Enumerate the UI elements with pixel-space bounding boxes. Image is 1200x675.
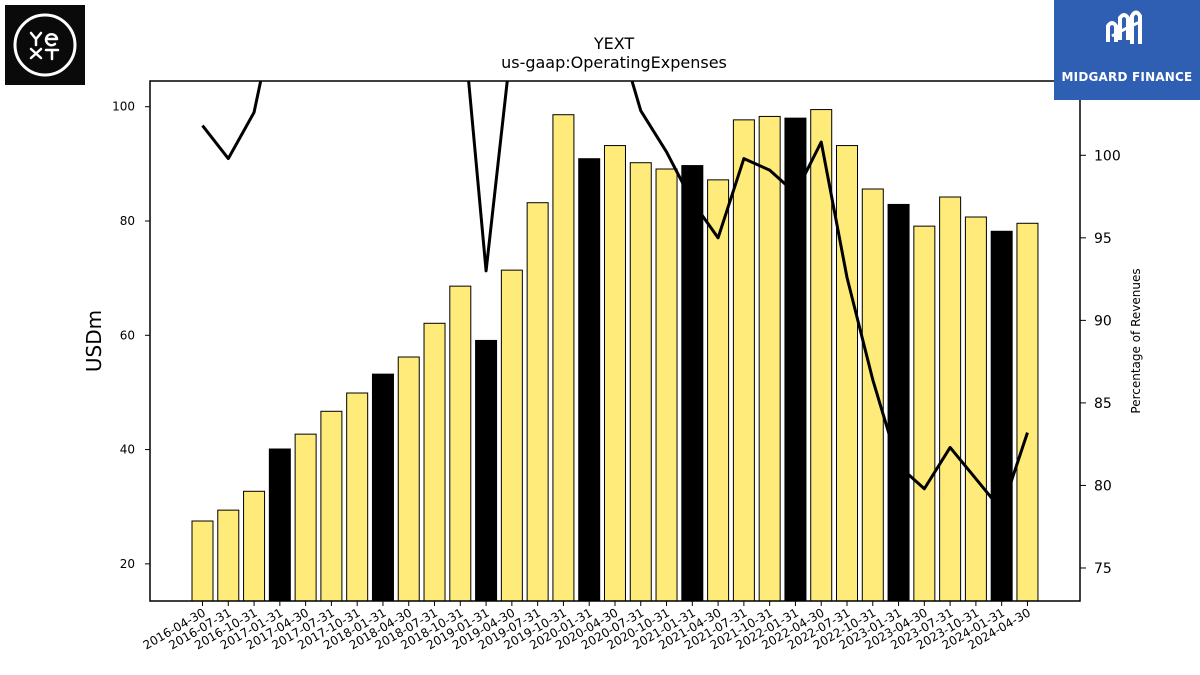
- bar: [887, 203, 910, 601]
- ratio-line: [201, 81, 1029, 512]
- bar: [475, 339, 498, 601]
- bar: [320, 410, 343, 601]
- bar: [681, 165, 704, 601]
- chart-subtitle: us-gaap:OperatingExpenses: [501, 53, 727, 72]
- bar: [371, 373, 394, 601]
- y-tick-label: 20: [120, 557, 135, 571]
- y2-tick-label: 100: [1094, 148, 1121, 164]
- y2-tick-label: 85: [1094, 396, 1112, 412]
- bar: [758, 115, 781, 601]
- bar: [629, 162, 652, 601]
- y2-tick-label: 75: [1094, 561, 1112, 577]
- midgard-finance-logo: MIDGARD FINANCE: [1054, 0, 1200, 100]
- y-axis-label: USDm: [82, 310, 106, 372]
- brand-name: MIDGARD FINANCE: [1061, 70, 1193, 84]
- y-axis-left: 20 40 60 80 100: [112, 100, 150, 571]
- yext-logo-icon: [13, 13, 77, 77]
- y-tick-label: 60: [120, 328, 135, 342]
- bar: [655, 168, 678, 601]
- bar: [449, 285, 472, 601]
- bar: [526, 202, 549, 601]
- x-axis: 2016-04-302016-07-312016-10-312017-01-31…: [141, 601, 1033, 652]
- bar-series: [191, 109, 1039, 601]
- midgard-logo-icon: [1106, 10, 1142, 44]
- bar: [217, 509, 240, 601]
- bar: [990, 230, 1013, 601]
- bar: [578, 158, 601, 601]
- bar: [1016, 222, 1039, 601]
- bar: [423, 322, 446, 601]
- bar: [964, 216, 987, 601]
- chart-title: YEXT: [593, 34, 635, 53]
- bar: [732, 119, 755, 601]
- bar: [913, 225, 936, 601]
- bar: [243, 490, 266, 601]
- bar: [836, 145, 858, 601]
- y2-tick-label: 80: [1094, 478, 1112, 494]
- bar: [552, 114, 575, 601]
- y-tick-label: 80: [120, 214, 135, 228]
- bar: [191, 520, 214, 601]
- bar: [294, 433, 317, 601]
- y-tick-label: 40: [120, 443, 135, 457]
- yext-logo: [5, 5, 85, 85]
- y2-tick-label: 90: [1094, 313, 1112, 329]
- y-tick-label: 100: [112, 100, 135, 114]
- bar: [397, 356, 420, 601]
- y2-axis-label: Percentage of Revenues: [1129, 268, 1143, 413]
- bar: [861, 188, 884, 601]
- y2-tick-label: 95: [1094, 231, 1112, 247]
- bar: [603, 145, 626, 601]
- bar: [268, 448, 291, 601]
- bar: [939, 196, 962, 601]
- bar: [707, 179, 730, 601]
- bar: [346, 392, 369, 601]
- bar: [500, 269, 523, 601]
- y-axis-right: 75 80 85 90 95 100: [1080, 148, 1121, 577]
- line-series: [201, 81, 1029, 512]
